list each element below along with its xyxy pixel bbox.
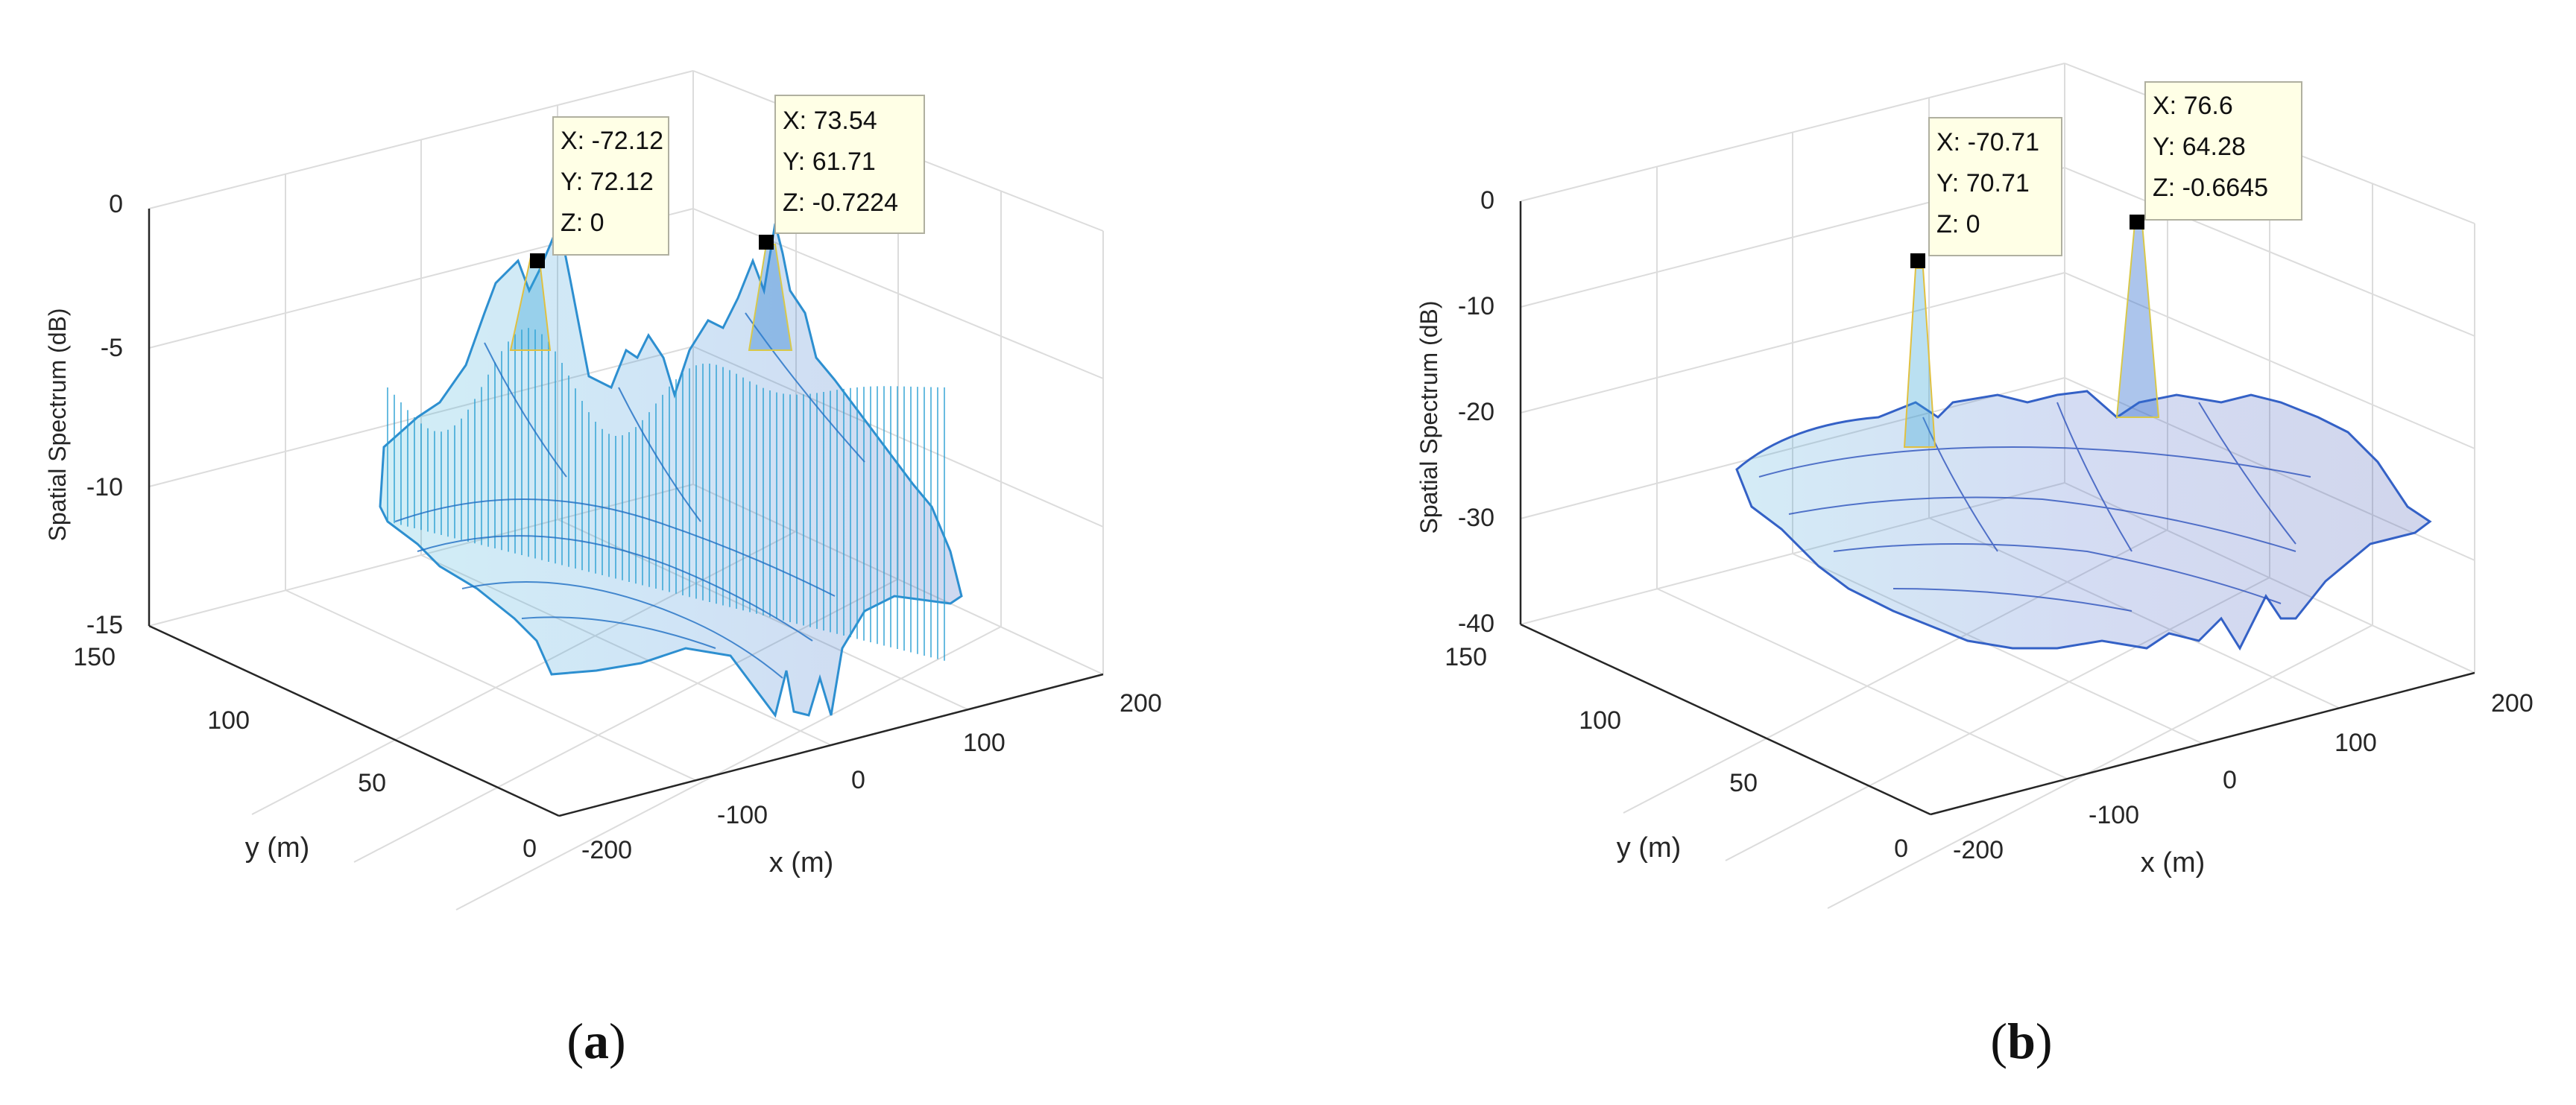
x-tick-label: -100	[717, 801, 768, 829]
z-tick-label: -30	[1458, 504, 1494, 532]
datatip-marker-a-1[interactable]	[530, 253, 545, 268]
datatip-box-a-2	[774, 95, 925, 234]
x-ticks-a: -200 -100 0 100 200	[581, 689, 1162, 864]
y-ticks-b: 150 100 50 0	[1445, 643, 1908, 863]
y-tick-label: 100	[1579, 706, 1621, 735]
surface-a-contours	[394, 312, 865, 679]
surface-a	[379, 219, 963, 718]
z-tick-label: -5	[101, 334, 123, 362]
chart-b: X: -70.71 Y: 70.71 Z: 0 X: 76.6 Y: 64.28…	[1415, 63, 2534, 1069]
y-tick-label: 150	[1445, 643, 1487, 671]
x-tick-label: 200	[1120, 689, 1162, 718]
y-tick-label: 50	[358, 769, 386, 797]
datatip-box-a-1	[552, 116, 669, 256]
z-axis-label-b: Spatial Spectrum (dB)	[1415, 300, 1442, 533]
z-tick-label: -10	[86, 473, 123, 501]
datatip-b-2-z: Z: -0.6645	[2153, 174, 2268, 202]
z-tick-label: -40	[1458, 610, 1494, 638]
panel-label-a: (a)	[566, 1013, 625, 1069]
x-ticks-b: -200 -100 0 100 200	[1953, 689, 2534, 864]
datatip-marker-a-2[interactable]	[759, 235, 774, 250]
z-tick-label: -15	[86, 611, 123, 639]
y-tick-label: 50	[1729, 769, 1758, 797]
z-tick-label: 0	[109, 190, 123, 218]
datatip-b-1-z: Z: 0	[1936, 210, 1980, 238]
y-tick-label: 150	[73, 643, 116, 671]
datatip-marker-b-1[interactable]	[1910, 253, 1925, 268]
z-ticks-a: 0 -5 -10 -15	[86, 190, 123, 639]
datatip-a-1-y: Y: 72.12	[561, 168, 654, 196]
datatip-a-2-z: Z: -0.7224	[783, 189, 898, 217]
datatip-b-1[interactable]: X: -70.71 Y: 70.71 Z: 0	[1928, 117, 2062, 256]
datatip-a-2-x: X: 73.54	[783, 107, 877, 135]
datatip-a-2[interactable]: X: 73.54 Y: 61.71 Z: -0.7224	[774, 95, 925, 234]
z-ticks-b: 0 -10 -20 -30 -40	[1458, 186, 1494, 638]
x-tick-label: -200	[1953, 836, 2004, 864]
datatip-a-1-z: Z: 0	[561, 209, 604, 237]
x-tick-label: 0	[851, 766, 865, 794]
datatip-b-2[interactable]: X: 76.6 Y: 64.28 Z: -0.6645	[2144, 81, 2302, 221]
x-axis-label-a: x (m)	[769, 847, 834, 878]
y-tick-label: 100	[207, 706, 250, 735]
x-tick-label: 0	[2223, 766, 2237, 794]
z-tick-label: 0	[1480, 186, 1494, 215]
datatip-box-b-1	[1928, 117, 2062, 256]
datatip-b-2-y: Y: 64.28	[2153, 133, 2246, 161]
peak-b-1	[1903, 267, 1936, 448]
surface-b	[1735, 223, 2432, 651]
datatip-b-1-x: X: -70.71	[1936, 128, 2039, 156]
axis-lines-b	[1519, 201, 2475, 816]
x-tick-label: -100	[2089, 801, 2139, 829]
x-axis-label-b: x (m)	[2141, 847, 2206, 878]
datatip-a-1-x: X: -72.12	[561, 127, 663, 155]
y-axis-label-a: y (m)	[245, 832, 310, 864]
z-axis-label-a: Spatial Spectrum (dB)	[44, 308, 71, 541]
chart-a: X: -72.12 Y: 72.12 Z: 0 X: 73.54 Y: 61.7…	[44, 70, 1162, 1069]
datatip-a-2-y: Y: 61.71	[783, 148, 876, 176]
surface-a-ribs	[387, 328, 945, 661]
datatip-marker-b-2[interactable]	[2130, 215, 2144, 229]
panel-label-a-letter: a	[584, 1013, 609, 1069]
x-tick-label: 200	[2491, 689, 2534, 718]
datatip-b-1-y: Y: 70.71	[1936, 169, 2030, 197]
y-tick-label: 0	[523, 835, 537, 863]
y-tick-label: 0	[1894, 835, 1908, 863]
peak-b-2	[2115, 223, 2160, 418]
z-tick-label: -20	[1458, 398, 1494, 426]
y-ticks-a: 150 100 50 0	[73, 643, 537, 863]
y-axis-label-b: y (m)	[1617, 832, 1682, 864]
z-tick-label: -10	[1458, 292, 1494, 320]
peak-a-2	[748, 244, 793, 351]
axis-lines-a	[148, 209, 1104, 817]
datatip-b-2-x: X: 76.6	[2153, 92, 2233, 120]
surface-b-contours	[1758, 402, 2311, 612]
x-tick-label: 100	[2334, 729, 2377, 757]
datatip-box-b-2	[2144, 81, 2302, 221]
x-tick-label: -200	[581, 836, 632, 864]
x-tick-label: 100	[963, 729, 1006, 757]
panel-label-b-letter: b	[2007, 1013, 2036, 1069]
panel-label-b: (b)	[1990, 1013, 2052, 1069]
surface-b-mesh	[1735, 390, 2432, 651]
datatip-a-1[interactable]: X: -72.12 Y: 72.12 Z: 0	[552, 116, 669, 256]
